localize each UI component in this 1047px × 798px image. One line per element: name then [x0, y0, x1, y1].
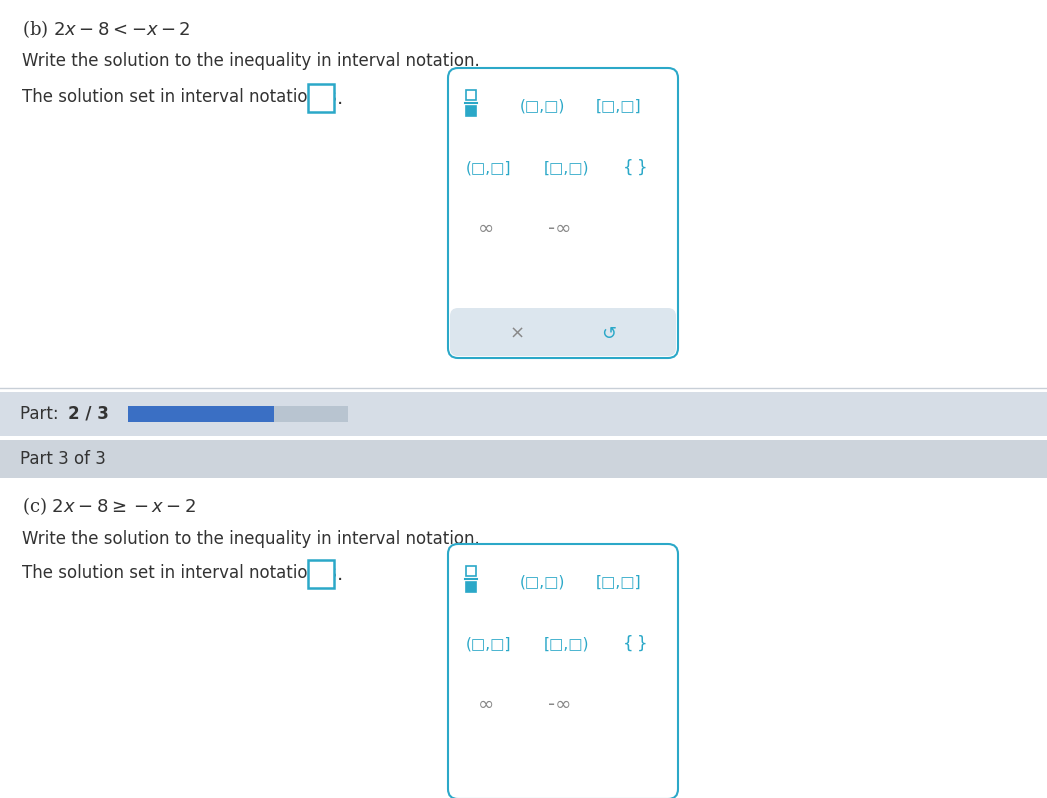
FancyBboxPatch shape	[450, 308, 676, 356]
Text: { }: { }	[623, 635, 648, 653]
Text: .: .	[337, 564, 343, 583]
Bar	[308, 560, 334, 588]
Bar	[466, 106, 476, 116]
Text: (□,□): (□,□)	[520, 575, 565, 590]
Text: { }: { }	[623, 159, 648, 177]
Text: Write the solution to the inequality in interval notation.: Write the solution to the inequality in …	[22, 52, 480, 70]
Text: .: .	[337, 89, 343, 108]
Bar	[274, 406, 348, 422]
Bar	[466, 90, 476, 100]
Text: [□,□): [□,□)	[544, 160, 589, 176]
Text: ×: ×	[510, 325, 525, 343]
Text: [□,□]: [□,□]	[596, 98, 642, 113]
Text: [□,□): [□,□)	[544, 637, 589, 651]
Bar	[308, 84, 334, 112]
Text: ∞: ∞	[478, 694, 494, 713]
Text: Part:: Part:	[20, 405, 64, 423]
Bar	[0, 392, 1047, 436]
Bar	[128, 406, 348, 422]
Text: The solution set in interval notation is: The solution set in interval notation is	[22, 88, 337, 106]
FancyBboxPatch shape	[448, 68, 678, 358]
Text: Write the solution to the inequality in interval notation.: Write the solution to the inequality in …	[22, 530, 480, 548]
Bar	[466, 582, 476, 592]
Bar	[0, 440, 1047, 478]
FancyBboxPatch shape	[448, 544, 678, 798]
Text: 2 / 3: 2 / 3	[68, 405, 109, 423]
Bar	[466, 566, 476, 576]
Bar	[0, 488, 1047, 798]
Text: (b) $2x-8 < -x-2$: (b) $2x-8 < -x-2$	[22, 18, 191, 40]
Text: (□,□): (□,□)	[520, 98, 565, 113]
Bar	[128, 406, 274, 422]
Text: [□,□]: [□,□]	[596, 575, 642, 590]
Text: (□,□]: (□,□]	[466, 637, 512, 651]
Text: The solution set in interval notation is: The solution set in interval notation is	[22, 564, 337, 582]
Text: ↺: ↺	[601, 325, 617, 343]
Text: -∞: -∞	[548, 694, 572, 713]
Text: Part 3 of 3: Part 3 of 3	[20, 450, 106, 468]
Text: (c) $2x-8 \geq -x-2$: (c) $2x-8 \geq -x-2$	[22, 495, 196, 517]
Text: ∞: ∞	[478, 219, 494, 238]
Text: (□,□]: (□,□]	[466, 160, 512, 176]
Text: -∞: -∞	[548, 219, 572, 238]
